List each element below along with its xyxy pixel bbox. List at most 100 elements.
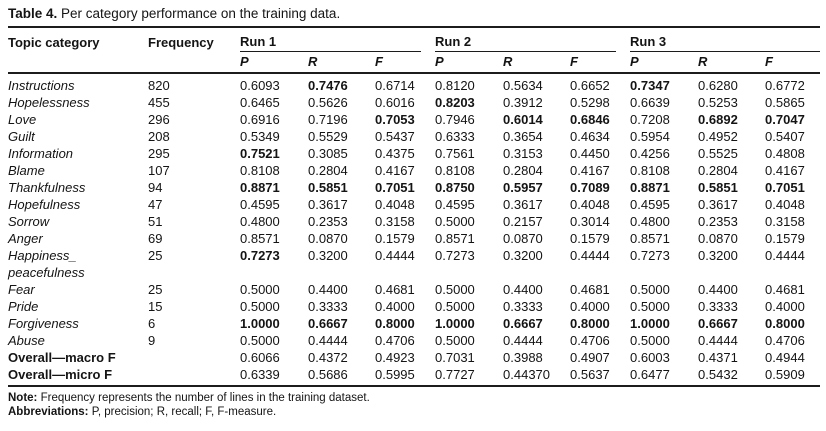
value-cell: 0.8750	[435, 180, 475, 195]
value-cell: 0.6714	[375, 78, 415, 93]
table-row: Instructions 820 0.6093 0.7476 0.6714 0.…	[8, 73, 820, 94]
value-cell: 0.4923	[375, 350, 415, 365]
value-cell: 0.5000	[240, 333, 280, 348]
value-cell: 0.6280	[698, 78, 738, 93]
value-cell: 0.4595	[240, 197, 280, 212]
header-run3-recall: R	[698, 52, 766, 74]
value-cell: 0.5000	[435, 214, 475, 229]
value-cell: 0.3200	[698, 248, 738, 263]
value-cell: 0.5437	[375, 129, 415, 144]
value-cell: 0.5000	[435, 333, 475, 348]
value-cell: 0.4706	[570, 333, 610, 348]
value-cell: 0.3333	[698, 299, 738, 314]
table-row: Blame 107 0.8108 0.2804 0.4167 0.8108 0.…	[8, 162, 820, 179]
table-row: Sorrow 51 0.4800 0.2353 0.3158 0.5000 0.…	[8, 213, 820, 230]
run-1-label: Run 1	[240, 34, 277, 49]
value-cell: 0.8108	[435, 163, 475, 178]
table-row: Thankfulness 94 0.8871 0.5851 0.7051 0.8…	[8, 179, 820, 196]
header-run-2: Run 2	[435, 28, 630, 52]
value-cell: 0.6003	[630, 350, 670, 365]
value-cell: 0.4681	[375, 282, 415, 297]
value-cell: 0.7196	[308, 112, 348, 127]
value-cell: 0.2353	[698, 214, 738, 229]
value-cell: 0.4706	[765, 333, 805, 348]
value-cell: 0.5000	[630, 282, 670, 297]
value-cell: 0.4800	[630, 214, 670, 229]
header-run1-recall: R	[308, 52, 375, 74]
header-run-1: Run 1	[240, 28, 435, 52]
value-cell: 0.6016	[375, 95, 415, 110]
frequency-cell: 51	[148, 214, 163, 229]
value-cell: 1.0000	[630, 316, 670, 331]
value-cell: 0.7208	[630, 112, 670, 127]
value-cell: 0.4000	[570, 299, 610, 314]
value-cell: 0.5000	[630, 299, 670, 314]
value-cell: 0.4444	[765, 248, 805, 263]
value-cell: 0.5000	[435, 299, 475, 314]
header-topic-category: Topic category	[8, 28, 148, 74]
category-cell: Abuse	[8, 333, 45, 348]
value-cell: 0.8871	[240, 180, 280, 195]
table-row: Abuse 9 0.5000 0.4444 0.4706 0.5000 0.44…	[8, 332, 820, 349]
value-cell: 1.0000	[240, 316, 280, 331]
value-cell: 0.6339	[240, 366, 308, 387]
value-cell: 0.5851	[308, 180, 348, 195]
value-cell: 0.5909	[765, 366, 821, 387]
value-cell: 0.3617	[308, 197, 348, 212]
value-cell: 0.4595	[630, 197, 670, 212]
category-cell: Forgiveness	[8, 316, 79, 331]
header-run1-precision: P	[240, 52, 308, 74]
run-3-label: Run 3	[630, 34, 667, 49]
value-cell: 0.0870	[308, 231, 348, 246]
value-cell: 0.4371	[698, 350, 738, 365]
value-cell: 0.2157	[503, 214, 543, 229]
value-cell: 0.4444	[698, 333, 738, 348]
value-cell: 0.5995	[375, 366, 436, 387]
value-cell: 0.4048	[765, 197, 805, 212]
value-cell: 1.0000	[435, 316, 475, 331]
table-row: Hopelessness 455 0.6465 0.5626 0.6016 0.…	[8, 94, 820, 111]
note-line: Note: Frequency represents the number of…	[8, 391, 820, 405]
value-cell: 0.1579	[375, 231, 415, 246]
value-cell: 0.4681	[570, 282, 610, 297]
value-cell: 0.5000	[435, 282, 475, 297]
value-cell: 0.3912	[503, 95, 543, 110]
value-cell: 0.7047	[765, 112, 805, 127]
value-cell: 0.3617	[698, 197, 738, 212]
header-run3-fmeasure: F	[765, 52, 821, 74]
value-cell: 0.6093	[240, 78, 280, 93]
value-cell: 0.7521	[240, 146, 280, 161]
value-cell: 0.3333	[308, 299, 348, 314]
value-cell: 0.7273	[240, 248, 280, 263]
value-cell: 0.4800	[240, 214, 280, 229]
header-run2-recall: R	[503, 52, 571, 74]
value-cell: 0.4375	[375, 146, 415, 161]
category-cell: Overall—macro F	[8, 350, 116, 365]
value-cell: 0.6465	[240, 95, 280, 110]
table-row: Hopefulness 47 0.4595 0.3617 0.4048 0.45…	[8, 196, 820, 213]
value-cell: 0.5253	[698, 95, 738, 110]
value-cell: 0.4400	[308, 282, 348, 297]
value-cell: 0.5626	[308, 95, 348, 110]
value-cell: 0.7347	[630, 78, 670, 93]
frequency-cell: 15	[148, 299, 163, 314]
performance-table: Topic category Frequency Run 1 Run 2 Run…	[8, 28, 821, 387]
value-cell: 0.7273	[435, 248, 475, 263]
value-cell: 0.7561	[435, 146, 475, 161]
value-cell: 0.7053	[375, 112, 415, 127]
value-cell: 0.4167	[765, 163, 805, 178]
value-cell: 0.3158	[765, 214, 805, 229]
value-cell: 0.5000	[240, 299, 280, 314]
frequency-cell: 820	[148, 78, 170, 93]
value-cell: 0.8571	[435, 231, 475, 246]
category-cell: Overall—micro F	[8, 366, 148, 387]
value-cell: 0.3200	[308, 248, 348, 263]
value-cell: 0.3333	[503, 299, 543, 314]
value-cell: 0.4256	[630, 146, 670, 161]
value-cell: 0.3654	[503, 129, 543, 144]
value-cell: 0.7031	[435, 350, 475, 365]
value-cell: 0.8203	[435, 95, 475, 110]
value-cell: 0.4048	[570, 197, 610, 212]
table-row: Information 295 0.7521 0.3085 0.4375 0.7…	[8, 145, 820, 162]
value-cell: 0.0870	[698, 231, 738, 246]
